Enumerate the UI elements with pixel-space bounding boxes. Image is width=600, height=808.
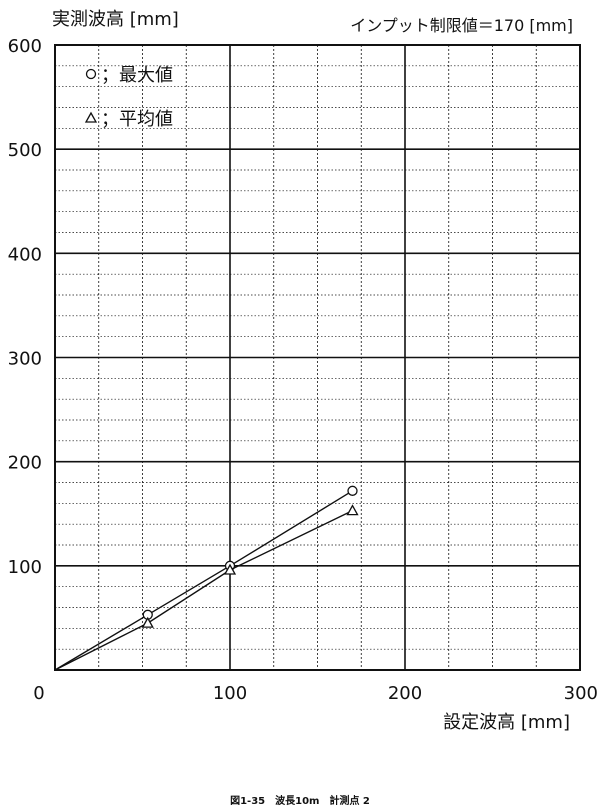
y-axis-label: 実測波高 [mm] <box>52 9 179 30</box>
data-point-avg <box>141 616 154 628</box>
plot-frame <box>54 44 581 671</box>
x-tick-label: 200 <box>388 683 422 704</box>
y-tick-label: 300 <box>8 349 42 370</box>
data-point-avg <box>346 504 359 516</box>
data-point-avg <box>223 563 237 575</box>
legend-triangle-marker <box>84 111 98 123</box>
series-line-1 <box>54 490 353 671</box>
limit-annotation: インプット制限値＝170 [mm] <box>350 16 573 35</box>
x-tick-label: 0 <box>33 683 44 704</box>
figure-caption: 図1-35 波長10m 計測点 2 <box>230 794 370 807</box>
legend-label-avg: ；平均値 <box>101 109 173 130</box>
y-tick-label: 600 <box>8 36 42 57</box>
major-gridlines <box>55 45 580 670</box>
y-tick-label: 200 <box>8 453 42 474</box>
legend-circle-marker <box>85 68 97 80</box>
tick-labels: 100 200 300 400 500 600 0 100 200 300 <box>8 36 598 704</box>
data-point-max <box>347 485 358 496</box>
y-tick-label: 400 <box>8 244 42 265</box>
x-tick-label: 300 <box>564 683 598 704</box>
x-axis-label: 設定波高 [mm] <box>443 712 570 733</box>
y-tick-label: 100 <box>8 557 42 578</box>
x-tick-label: 100 <box>213 683 247 704</box>
series-layer <box>54 485 359 671</box>
y-tick-label: 500 <box>8 140 42 161</box>
legend-label-max: ；最大値 <box>101 65 173 86</box>
series-line-2 <box>54 509 353 671</box>
legend: ；最大値 ；平均値 <box>84 65 173 130</box>
